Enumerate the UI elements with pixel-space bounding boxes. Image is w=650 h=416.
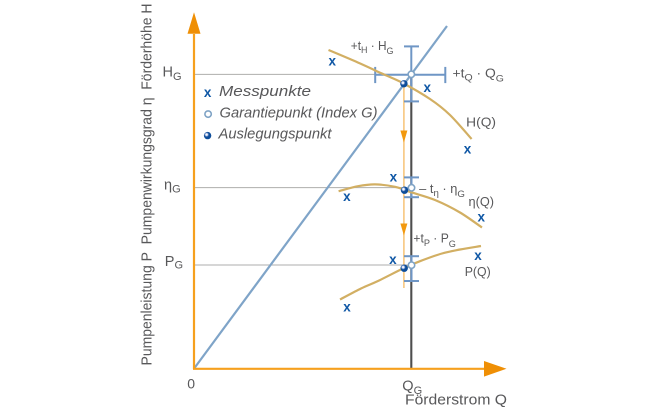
svg-text:H(Q): H(Q) [466,115,496,129]
svg-text:ηG: ηG [164,177,181,195]
svg-text:+tQ · QG: +tQ · QG [453,66,504,84]
svg-text:– tη · ηG: – tη · ηG [419,182,465,200]
svg-text:x: x [423,80,431,95]
svg-text:0: 0 [187,376,195,392]
svg-text:+tH · HG: +tH · HG [351,39,394,57]
svg-text:η(Q): η(Q) [469,195,495,209]
svg-text:x: x [478,210,486,225]
svg-text:Förderstrom Q: Förderstrom Q [405,393,507,409]
svg-text:P(Q): P(Q) [465,265,491,279]
svg-text:x: x [204,85,212,100]
svg-text:Pumpenleistung P Pumpenwirkun: Pumpenleistung P Pumpenwirkungsgrad η Fö… [139,4,156,366]
svg-text:x: x [464,141,472,156]
svg-text:x: x [328,54,336,69]
svg-text:HG: HG [163,65,182,83]
svg-text:Auslegungspunkt: Auslegungspunkt [218,126,333,143]
svg-text:Garantiepunkt (Index G): Garantiepunkt (Index G) [220,105,378,122]
svg-text:x: x [343,299,351,314]
svg-text:x: x [390,170,398,185]
svg-text:x: x [474,248,482,263]
svg-text:x: x [389,252,397,267]
svg-text:Messpunkte: Messpunkte [219,83,311,100]
svg-text:PG: PG [165,254,183,272]
svg-text:+tP · PG: +tP · PG [413,232,456,250]
svg-text:x: x [343,189,351,204]
